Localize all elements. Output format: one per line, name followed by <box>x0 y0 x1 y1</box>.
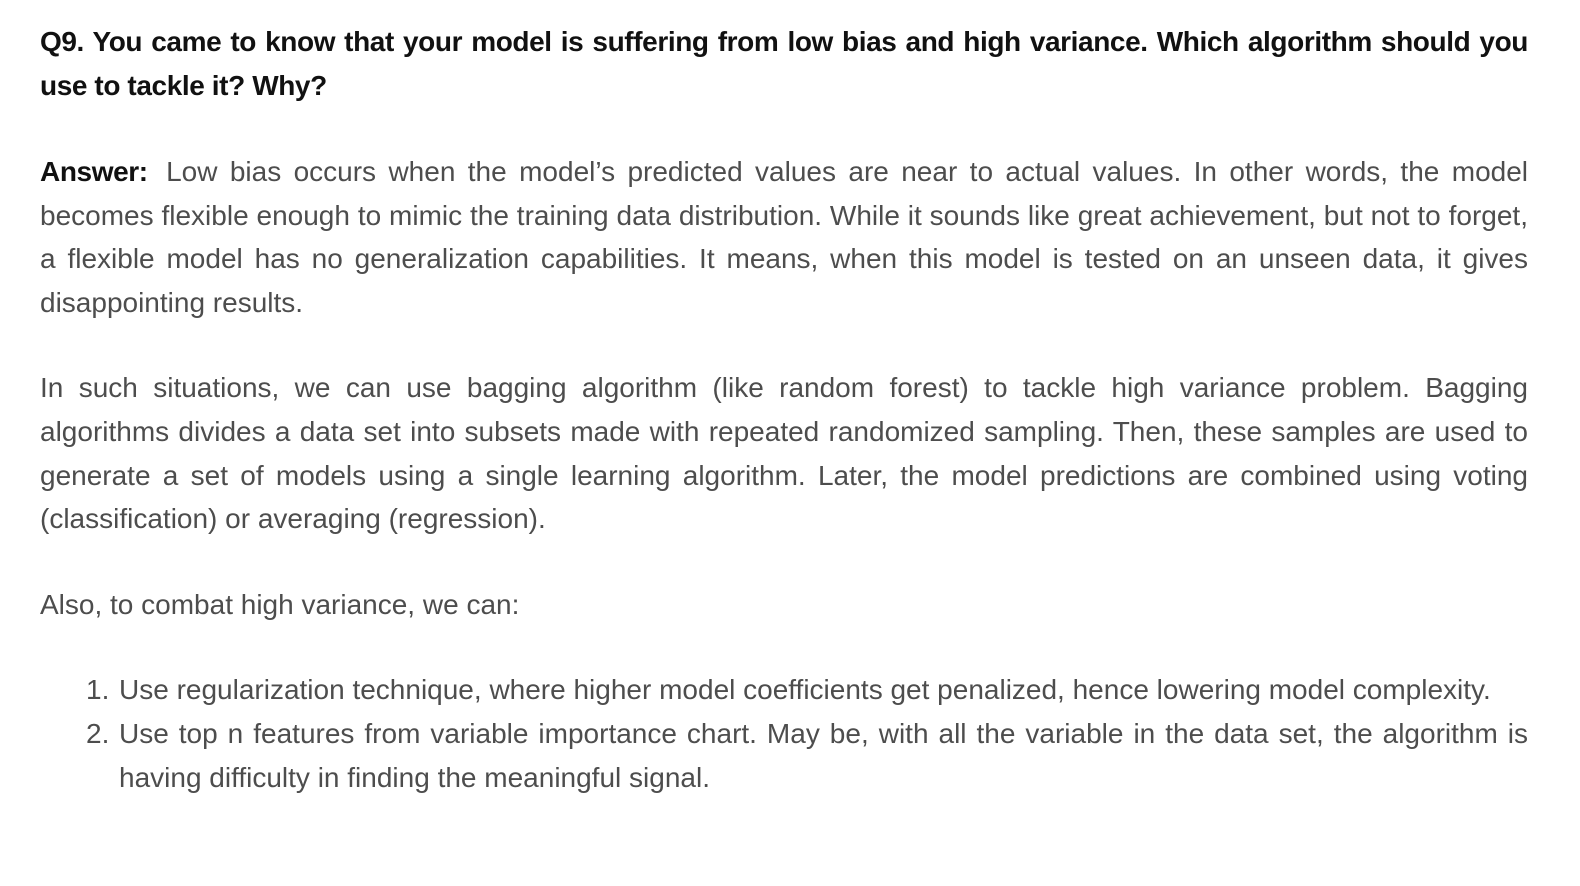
bagging-paragraph: In such situations, we can use bagging a… <box>40 372 1528 535</box>
question-heading: Q9. You came to know that your model is … <box>40 26 1528 101</box>
combat-variance-intro: Also, to combat high variance, we can: <box>40 588 520 620</box>
list-item-number: 2. <box>86 717 110 749</box>
answer-label: Answer: <box>40 156 148 187</box>
list-item-number: 1. <box>86 674 110 706</box>
list-item: 1. Use regularization technique, where h… <box>86 668 1528 712</box>
variance-tips-list: 1. Use regularization technique, where h… <box>40 668 1528 799</box>
list-item-text: Use top n features from variable importa… <box>119 717 1528 793</box>
answer-paragraph: Answer: Low bias occurs when the model’s… <box>40 150 1528 324</box>
list-item: 2. Use top n features from variable impo… <box>86 712 1528 799</box>
list-item-text: Use regularization technique, where high… <box>119 674 1491 706</box>
answer-text: Low bias occurs when the model’s predict… <box>40 156 1529 318</box>
article-body: Q9. You came to know that your model is … <box>40 20 1528 799</box>
